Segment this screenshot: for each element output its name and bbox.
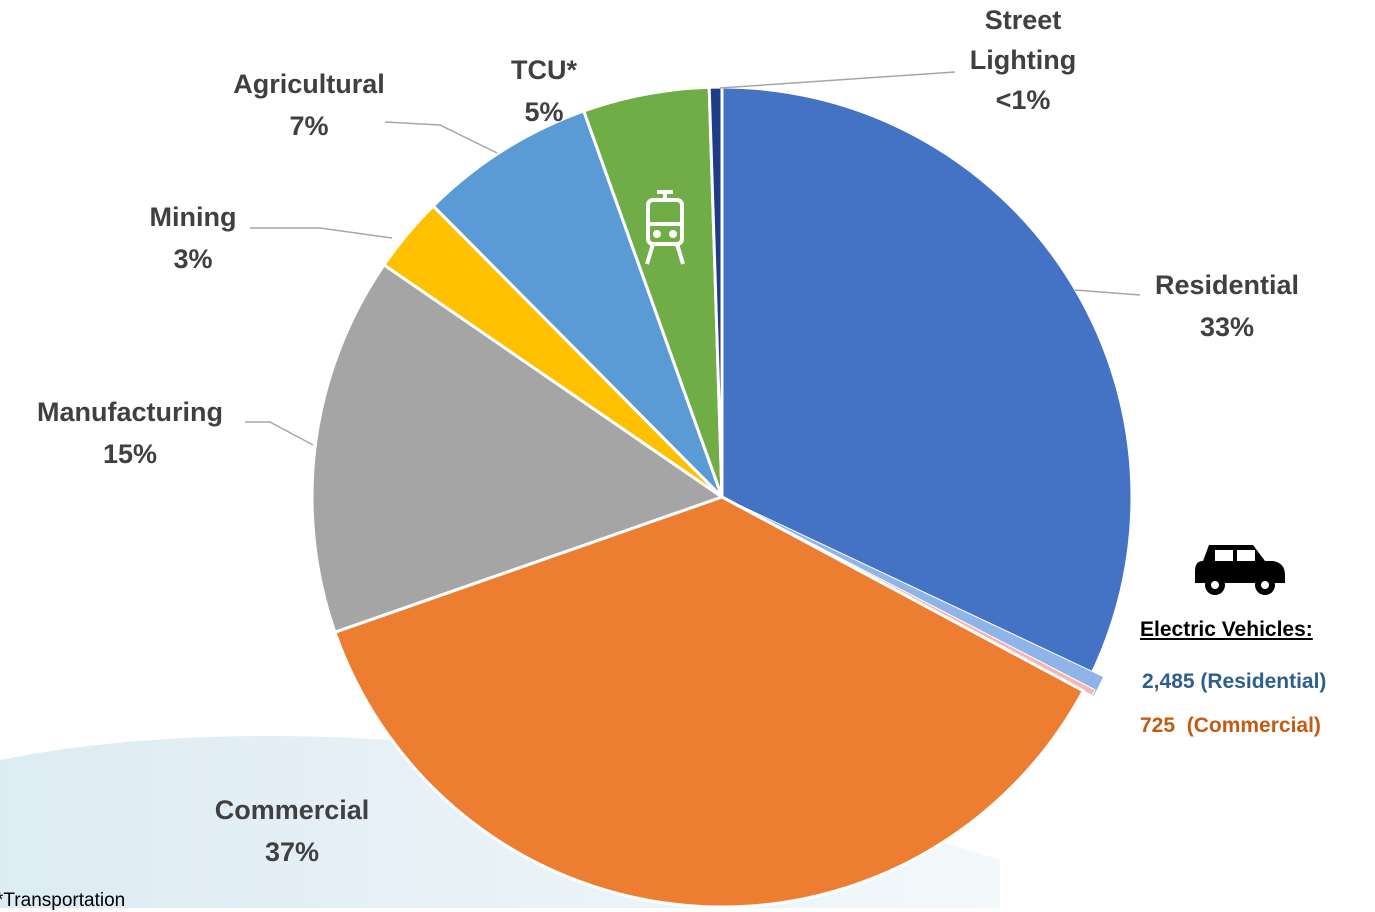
pie-slice — [310, 262, 726, 635]
pie-slice — [431, 109, 724, 499]
slice-name: Commercial — [214, 795, 370, 825]
slice-value: 7% — [289, 111, 329, 141]
slice-label: TCU* 5% — [511, 49, 577, 133]
ev-title: Electric Vehicles: — [1140, 618, 1313, 641]
slice-name: Mining — [149, 202, 237, 232]
slice-value: 33% — [1199, 312, 1255, 342]
slice-value: 37% — [264, 837, 320, 867]
slice-label: Agricultural 7% — [233, 63, 385, 147]
tram-icon — [645, 190, 685, 265]
pie-slice — [333, 495, 1086, 908]
slice-name: Agricultural — [233, 69, 385, 99]
slice-label: Mining 3% — [150, 196, 237, 280]
ev-residential: 2,485 (Residential) — [1142, 670, 1327, 693]
footnote: *Transportation — [0, 890, 126, 911]
slice-name: TCU* — [511, 55, 577, 85]
leader-lines — [245, 71, 1141, 446]
slice-label: Residential 33% — [1155, 264, 1299, 348]
slice-name: Manufacturing — [37, 397, 223, 427]
slice-name: Residential — [1154, 270, 1300, 300]
slice-value: 15% — [102, 439, 158, 469]
slice-label: Commercial 37% — [215, 789, 370, 873]
slice-label: Street Lighting <1% — [953, 0, 1093, 120]
slice-value: <1% — [995, 85, 1051, 115]
slice-value: 5% — [524, 97, 564, 127]
car-icon — [1195, 545, 1285, 595]
ev-commercial: 725 (Commercial) — [1140, 714, 1321, 737]
pie-slice — [720, 85, 1134, 693]
pie-slice — [707, 85, 724, 498]
slice-label: Manufacturing 15% — [37, 391, 223, 475]
slice-value: 3% — [173, 244, 213, 274]
slice-name: Street Lighting — [969, 5, 1077, 75]
pie — [310, 85, 1134, 908]
